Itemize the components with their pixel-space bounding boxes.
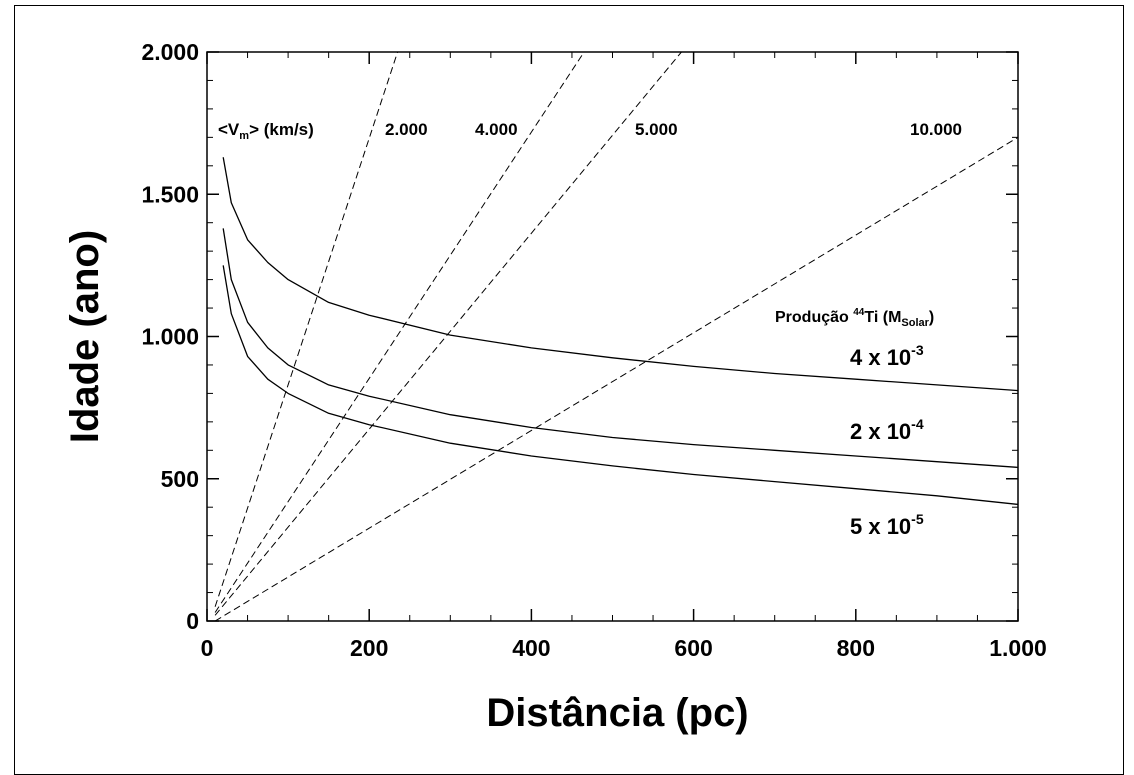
y-axis-title: Idade (ano) [63, 230, 107, 443]
velocity-line-label-4: 10.000 [910, 120, 962, 139]
production-curve-label-1: 4 x 10-3 [850, 342, 924, 370]
axis-ticks: 0 200 400 600 800 1.000 0 500 1.000 1.500 2.000 [141, 39, 1046, 661]
y-tick-label: 1.500 [141, 181, 199, 207]
velocity-line-1 [214, 52, 399, 607]
y-tick-label: 500 [161, 466, 199, 492]
x-tick-label: 800 [837, 635, 875, 661]
velocity-line-2 [214, 52, 585, 613]
x-tick-label: 400 [512, 635, 550, 661]
y-tick-label: 0 [186, 608, 199, 634]
production-title: Produção 44Ti (MSolar) [775, 307, 934, 329]
y-tick-label: 2.000 [141, 39, 199, 65]
production-curve-1 [222, 157, 1019, 392]
velocity-header-label: <Vm> (km/s) [218, 120, 314, 142]
x-axis-title: Distância (pc) [486, 691, 748, 735]
y-tick-label: 1.000 [141, 324, 199, 350]
x-tick-label: 200 [350, 635, 388, 661]
x-tick-label: 600 [674, 635, 712, 661]
production-curve-label-3: 5 x 10-5 [850, 511, 924, 539]
production-curves [222, 157, 1019, 506]
production-curve-label-2: 2 x 10-4 [850, 416, 924, 444]
velocity-line-4 [214, 136, 1018, 621]
velocity-line-label-2: 4.000 [475, 120, 518, 139]
x-tick-label: 0 [201, 635, 214, 661]
velocity-line-3 [214, 52, 682, 616]
velocity-line-label-3: 5.000 [635, 120, 678, 139]
production-curve-2 [222, 228, 1019, 469]
velocity-line-label-1: 2.000 [385, 120, 428, 139]
velocity-lines [214, 52, 1018, 621]
x-tick-label: 1.000 [989, 635, 1047, 661]
chart-labels: <Vm> (km/s) 2.000 4.000 5.000 10.000 Produção… [218, 120, 962, 539]
production-curve-3 [222, 265, 1019, 506]
